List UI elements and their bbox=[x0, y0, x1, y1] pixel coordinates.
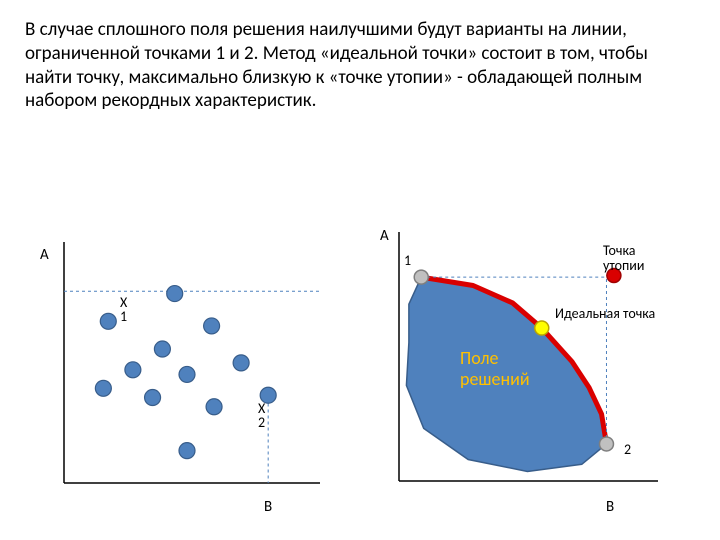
left-scatter-chart bbox=[52, 240, 322, 495]
left-axis-label-b: B bbox=[264, 498, 272, 516]
point-2-label: 2 bbox=[624, 441, 631, 458]
intro-text: В случае сплошного поля решения наилучши… bbox=[25, 18, 695, 113]
right-axis-label-b: B bbox=[606, 498, 614, 516]
right-axis-label-a: A bbox=[380, 227, 389, 245]
utopia-point-label: Точка утопии bbox=[603, 243, 673, 274]
left-axis-label-a: A bbox=[40, 246, 49, 264]
ideal-point-label: Идеальная точка bbox=[555, 306, 665, 321]
left-point-label-x2: X2 bbox=[258, 402, 265, 430]
left-point-label-x1: X1 bbox=[120, 296, 127, 324]
point-1-label: 1 bbox=[404, 252, 411, 269]
solution-field-label: Поле решений bbox=[460, 348, 550, 389]
